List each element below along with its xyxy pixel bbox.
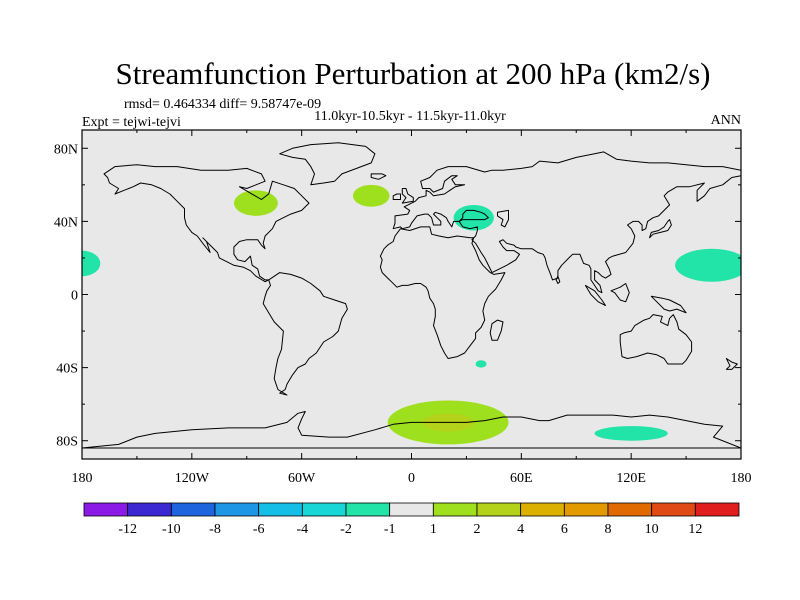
anomaly-region-1 <box>352 184 390 207</box>
x-tick-label: 0 <box>408 471 415 486</box>
x-tick-label: 120W <box>175 471 210 486</box>
anomaly-region-2 <box>453 204 494 231</box>
coastline-sumatra <box>584 284 606 306</box>
colorbar-label: -10 <box>162 522 181 537</box>
x-tick-label: 120E <box>616 471 646 486</box>
colorbar-label: 12 <box>688 522 702 537</box>
anomaly-region-8 <box>594 426 668 441</box>
y-tick-label: 40N <box>54 215 78 230</box>
season-label: ANN <box>711 113 741 128</box>
coastline-eurasia-africa <box>392 151 741 294</box>
coastline-japan <box>649 219 672 239</box>
colorbar-swatch <box>345 502 391 517</box>
y-tick-label: 0 <box>71 289 78 304</box>
colorbar-swatch <box>694 502 740 517</box>
colorbar-label: -8 <box>209 522 221 537</box>
coastline-antarctica <box>82 411 741 449</box>
colorbar-swatch <box>127 502 172 517</box>
colorbar-label: -12 <box>118 522 137 537</box>
period-label: 11.0kyr-10.5kyr - 11.5kyr-11.0kyr <box>314 109 506 124</box>
coastline-africa <box>379 226 506 359</box>
colorbar-label: -1 <box>384 522 396 537</box>
coastline-madagascar <box>489 319 504 341</box>
coastlines <box>82 142 741 449</box>
anomaly-region-4 <box>675 248 741 282</box>
coastline-iceland <box>370 173 387 180</box>
colorbar-label: -6 <box>253 522 265 537</box>
colorbar-label: 2 <box>474 522 481 537</box>
colorbar-swatch <box>432 502 478 517</box>
colorbar-swatch <box>520 502 565 517</box>
x-tick-label: 180 <box>72 471 93 486</box>
coastline-ireland <box>392 193 401 200</box>
coastline-australia <box>619 314 693 365</box>
colorbar-swatch <box>389 502 434 517</box>
chart-title: Streamfunction Perturbation at 200 hPa (… <box>116 56 711 91</box>
coastline-new-zealand <box>725 358 738 370</box>
anomaly-region-0 <box>233 190 278 216</box>
coastline-borneo <box>610 283 630 303</box>
colorbar-label: 8 <box>605 522 612 537</box>
coastline-north-america <box>103 164 310 283</box>
y-tick-label: 80S <box>56 435 78 450</box>
map-background <box>82 130 741 459</box>
colorbar-swatch <box>83 502 129 517</box>
colorbar-label: -4 <box>296 522 308 537</box>
anomaly-region-5 <box>475 360 487 368</box>
colorbar-swatch <box>170 502 216 517</box>
colorbar-swatch <box>214 502 260 517</box>
colorbar-label: -2 <box>340 522 352 537</box>
coastline-south-america <box>262 272 348 396</box>
y-tick-label: 80N <box>54 142 78 157</box>
y-tick-label: 40S <box>56 362 78 377</box>
coastline-greenland <box>279 142 376 186</box>
anomaly-region-3 <box>82 250 101 277</box>
y-axis: 80N 40N 0 40S 80S <box>54 142 741 450</box>
colorbar-label: 10 <box>645 522 659 537</box>
coastline-sri-lanka <box>555 275 561 284</box>
stats-label: rmsd= 0.464334 diff= 9.58747e-09 <box>124 97 321 112</box>
experiment-label: Expt = tejwi-tejvi <box>82 115 181 130</box>
colorbar-swatch <box>651 502 696 517</box>
coastline-new-guinea <box>650 295 687 314</box>
coastline-caspian <box>497 209 509 228</box>
colorbar-label: 4 <box>517 522 524 537</box>
x-tick-label: 60E <box>510 471 533 486</box>
x-axis: 180 120W 60W 0 60E 120E 180 <box>72 130 752 486</box>
colorbar-swatch <box>476 502 522 517</box>
colorbar-swatch <box>258 502 303 517</box>
colorbar: -12 -10 -8 -6 -4 -2 -1 1 2 4 6 8 10 12 <box>83 502 740 537</box>
x-tick-label: 60W <box>288 471 316 486</box>
x-tick-label: 180 <box>731 471 752 486</box>
colorbar-swatch <box>301 502 347 517</box>
colorbar-swatch <box>563 502 609 517</box>
colorbar-label: 6 <box>561 522 568 537</box>
colorbar-swatch <box>607 502 653 517</box>
coastline-great-britain <box>401 188 414 204</box>
colorbar-label: 1 <box>430 522 437 537</box>
